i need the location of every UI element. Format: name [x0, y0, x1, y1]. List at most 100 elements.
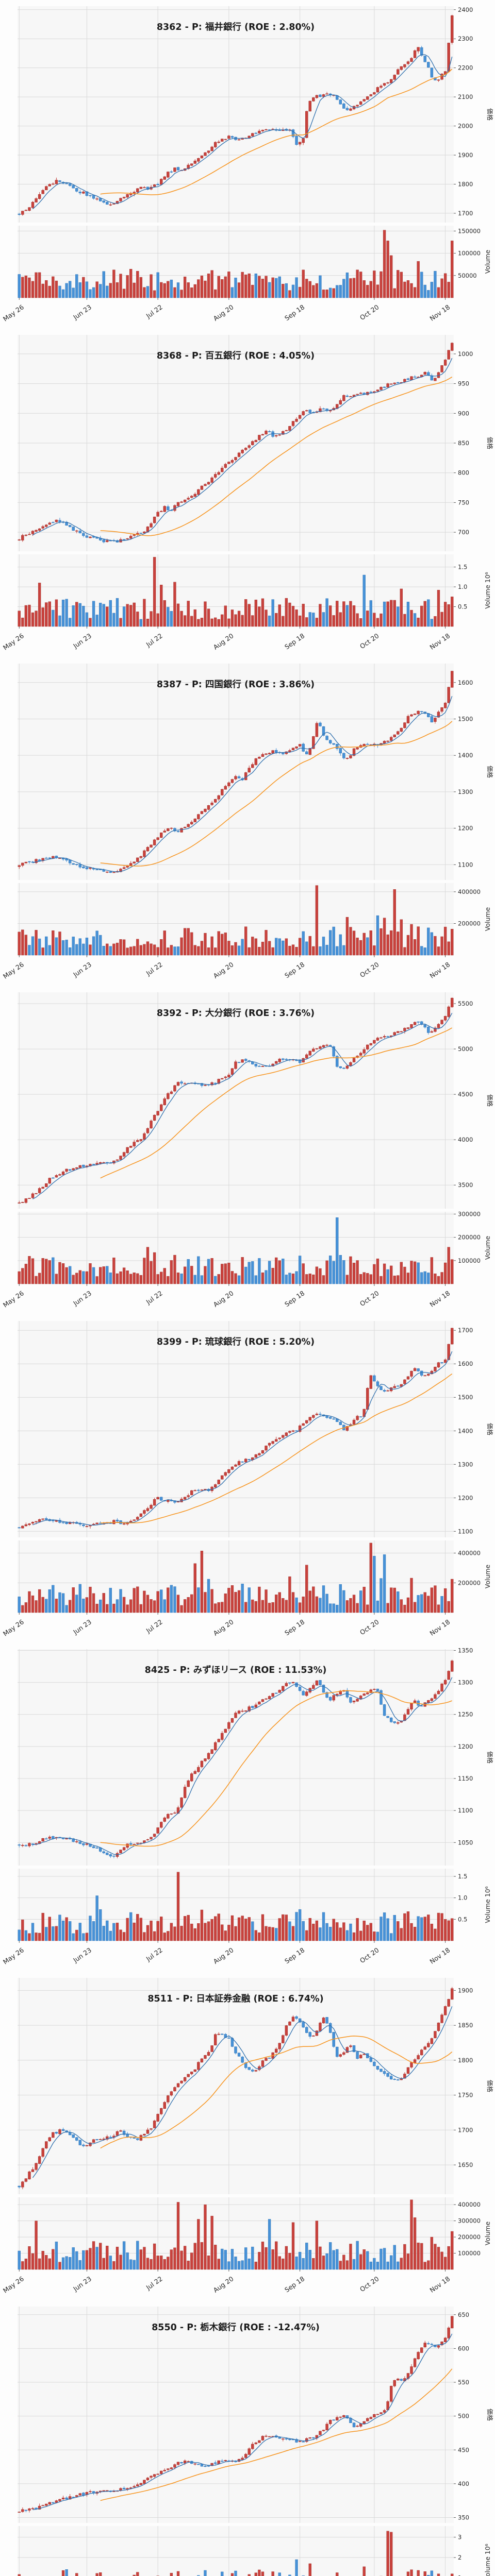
stock-chart-8362: 1700 1800 1900 2000 2100 2200 2300 2400 50000 100…: [0, 0, 495, 329]
candle: [322, 2017, 325, 2024]
volume-bar: [82, 1598, 85, 1613]
volume-bar: [339, 2261, 342, 2270]
chart-title: 8550 - P: 栃木銀行 (ROE : -12.47%): [152, 2322, 320, 2333]
volume-bar: [393, 2245, 396, 2270]
candle: [52, 2132, 55, 2138]
candle: [430, 2038, 434, 2045]
volume-bar: [322, 290, 325, 298]
ma-short-line: [32, 358, 453, 541]
stock-chart-8392: 3500 4000 4500 5000 5500 100000 200000 300000 Ma…: [0, 986, 495, 1315]
volume-bar: [305, 617, 308, 627]
volume-bar: [35, 1933, 38, 1941]
volume-bar: [349, 1924, 352, 1941]
volume-bar: [35, 272, 38, 298]
candle: [278, 434, 281, 436]
candle: [437, 2345, 440, 2349]
volume-bar: [437, 2247, 440, 2270]
candle: [332, 2419, 335, 2421]
volume-bar: [45, 936, 48, 955]
candle: [362, 98, 366, 102]
candle: [217, 794, 220, 802]
volume-bar: [109, 600, 112, 627]
volume-bar: [328, 605, 332, 627]
volume-tick-label: 300000: [458, 1210, 481, 1217]
candle: [271, 1693, 274, 1698]
volume-tick-label: 200000: [458, 1233, 481, 1241]
price-tick-label: 1500: [458, 1394, 473, 1401]
candle: [417, 1368, 420, 1371]
volume-bar: [224, 1930, 227, 1941]
candle: [325, 1415, 328, 1419]
candle: [58, 1173, 61, 1176]
volume-bar: [197, 946, 200, 955]
volume-bar: [58, 931, 61, 955]
volume-bar: [406, 2571, 410, 2576]
candle: [58, 180, 61, 182]
volume-bar: [390, 1265, 393, 1284]
volume-bar: [102, 1926, 105, 1941]
volume-bar: [261, 279, 265, 298]
volume-bar: [393, 1587, 396, 1613]
candle: [373, 92, 376, 95]
volume-bar: [133, 2260, 136, 2270]
candle: [241, 449, 244, 454]
candle: [163, 505, 166, 513]
candle: [106, 2134, 109, 2141]
volume-bar: [366, 2251, 369, 2270]
volume-bar: [349, 927, 352, 955]
candle: [109, 2136, 112, 2139]
candle: [28, 860, 31, 864]
candle: [244, 447, 248, 451]
volume-bar: [139, 945, 143, 955]
volume-bar: [237, 611, 241, 627]
volume-bar: [420, 1272, 423, 1284]
volume-bar: [72, 287, 75, 298]
candle: [136, 1138, 139, 1142]
volume-bar: [410, 1923, 413, 1941]
volume-bar: [167, 2257, 170, 2270]
candle: [207, 2050, 210, 2057]
volume-bar: [244, 2247, 248, 2270]
candle: [282, 1686, 285, 1692]
candle: [389, 736, 393, 742]
price-axis-label: 価格: [486, 766, 494, 778]
candle: [193, 492, 197, 497]
candle: [271, 1440, 274, 1445]
candle: [197, 158, 200, 164]
candle: [82, 191, 85, 194]
volume-bar: [400, 588, 403, 627]
x-tick-label: Aug 20: [212, 1289, 235, 1309]
volume-bar: [75, 602, 78, 627]
volume-bar: [440, 612, 443, 627]
volume-bar: [129, 1912, 133, 1941]
candle: [173, 1084, 176, 1092]
price-tick-label: 1100: [458, 1807, 473, 1815]
volume-bar: [204, 1923, 207, 1941]
volume-bar: [268, 2219, 271, 2270]
candle: [18, 2512, 21, 2513]
volume-bar: [207, 947, 210, 955]
candle: [312, 1683, 315, 1689]
volume-bar: [308, 2250, 311, 2270]
volume-bar: [176, 282, 180, 298]
ma-long-line: [100, 69, 453, 195]
candle: [28, 2508, 31, 2513]
volume-bar: [61, 1921, 65, 1941]
volume-bar: [248, 1917, 251, 1941]
volume-bar: [213, 947, 217, 955]
candle: [21, 533, 24, 542]
candle: [210, 1749, 213, 1754]
volume-bars: [18, 230, 454, 298]
volume-bar: [58, 615, 61, 627]
volume-tick-label: 300000: [458, 2217, 481, 2225]
volume-bar: [434, 616, 437, 627]
volume-bar: [176, 946, 180, 955]
volume-bar: [362, 574, 366, 627]
candle: [251, 762, 254, 768]
volume-bar: [275, 278, 278, 298]
volume-tick-label: 400000: [458, 888, 481, 895]
candle: [45, 1516, 48, 1520]
candle: [21, 1201, 24, 1203]
volume-tick-label: 200000: [458, 1579, 481, 1586]
candle: [268, 2058, 271, 2059]
